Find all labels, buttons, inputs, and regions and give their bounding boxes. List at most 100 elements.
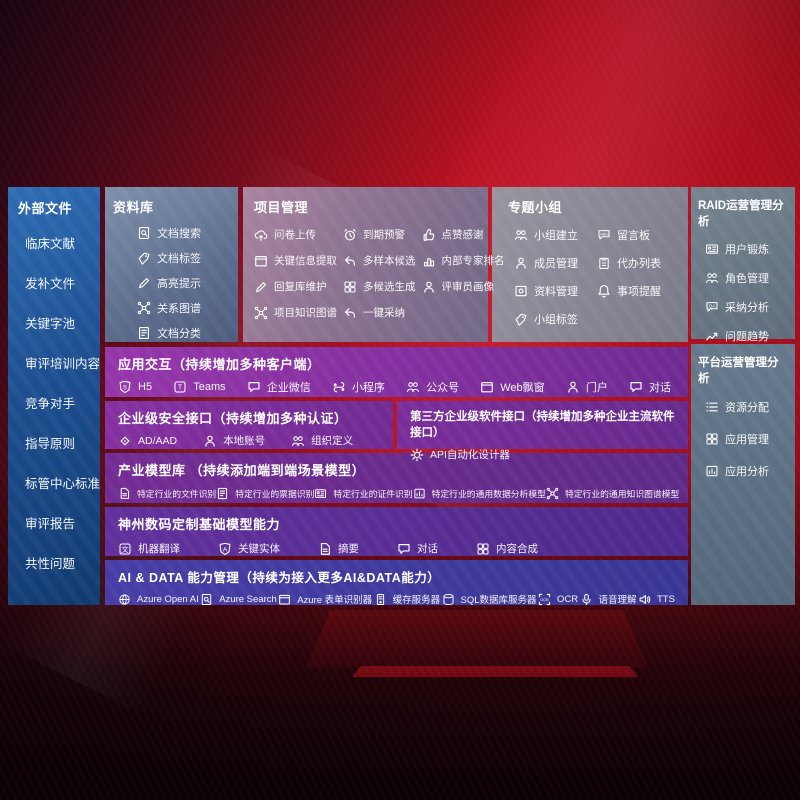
summary-icon <box>318 542 332 556</box>
dialog-icon <box>629 380 643 394</box>
feature-item-highlight: 高亮提示 <box>137 275 230 291</box>
feature-item-key-info-extract: 关键信息提取 <box>254 253 337 268</box>
content-synthesis-icon <box>476 542 490 556</box>
feature-item-miniprogram: 小程序 <box>332 379 385 395</box>
feature-item-dialog: 对话 <box>397 541 438 556</box>
resource-allocation-icon <box>705 400 719 414</box>
thirdparty-software-list: API自动化设计器 <box>410 447 675 462</box>
multi-candidate-gen-icon <box>343 280 357 294</box>
feature-label: 摘要 <box>338 543 359 555</box>
sidebar-item: 共性问题 <box>25 553 92 572</box>
band-base-models: 神州数码定制基础模型能力 机器翻译 关键实体 摘要 对话 内容合成 <box>105 507 688 556</box>
ai-data-list: Azure Open AI Azure Search Azure 表单识别器 缓存服务… <box>118 592 675 606</box>
feature-label: 机器翻译 <box>138 543 180 555</box>
doc-search-icon <box>137 226 151 240</box>
band-title-app-interaction: 应用交互（持续增加多种客户端） <box>118 357 321 372</box>
feature-item-azure-search: Azure Search <box>200 593 277 606</box>
key-info-extract-icon <box>254 254 268 268</box>
feature-item-project-knowledge-graph: 项目知识图谱 <box>254 305 337 320</box>
sidebar-item-label: 发补文件 <box>25 277 76 291</box>
feature-item-ad-aad: AD/AAD <box>118 434 177 448</box>
feature-label: 文档搜索 <box>157 228 201 240</box>
feature-item-user-training: 用户锻炼 <box>705 241 788 257</box>
feature-label: 问卷上传 <box>274 229 316 241</box>
feature-item-reply-lib-maintain: 回复库维护 <box>254 279 337 294</box>
feature-label: 留言板 <box>617 230 650 242</box>
feature-label: 用户锻炼 <box>725 244 769 256</box>
ocr-icon <box>538 593 551 606</box>
cache-server-icon <box>374 593 387 606</box>
panel-data-library: 资料库 文档搜索 文档标签 高亮提示 关系图谱 文档分类 <box>105 187 238 342</box>
feature-label: 项目知识图谱 <box>274 307 337 319</box>
official-account-icon <box>406 380 420 394</box>
feature-item-speech-understanding: 语音理解 <box>580 592 637 606</box>
sidebar-item-label: 临床文献 <box>25 237 76 251</box>
key-entity-icon <box>218 542 232 556</box>
feature-label: 点赞感谢 <box>441 229 484 241</box>
feature-label: 内部专家排名 <box>441 255 505 267</box>
message-board-icon <box>597 228 611 242</box>
feature-item-resource-allocation: 资源分配 <box>705 399 788 415</box>
multi-sample-candidate-icon <box>343 254 357 268</box>
panel-title-special-groups: 专题小组 <box>508 200 563 215</box>
feature-item-ocr: OCR <box>538 593 578 606</box>
due-alert-icon <box>343 228 357 242</box>
feature-item-local-account: 本地账号 <box>203 433 265 448</box>
machine-translation-icon <box>118 542 132 556</box>
feature-label: 多候选生成 <box>363 281 416 293</box>
user-training-icon <box>705 242 719 256</box>
data-analysis-model-icon <box>413 487 426 500</box>
wecom-icon <box>247 380 261 394</box>
feature-item-doc-category: 文档分类 <box>137 325 230 341</box>
feature-item-machine-translation: 机器翻译 <box>118 541 180 556</box>
org-define-icon <box>291 434 305 448</box>
cert-recognition-icon <box>314 487 327 500</box>
todo-list-icon <box>597 256 611 270</box>
feature-label: 成员管理 <box>534 258 578 270</box>
speech-understanding-icon <box>580 593 593 606</box>
feature-label: AD/AAD <box>138 434 178 447</box>
h5-icon <box>118 380 132 394</box>
feature-label: 特定行业的文件识别 <box>137 489 217 499</box>
feature-label: 特定行业的证件识别 <box>333 489 413 499</box>
reminder-icon <box>597 284 611 298</box>
ad-aad-icon <box>118 434 132 448</box>
feature-item-due-alert: 到期预警 <box>343 227 416 242</box>
expert-ranking-icon <box>422 254 436 268</box>
feature-item-group-tag: 小组标签 <box>514 311 593 327</box>
azure-form-icon <box>278 593 291 606</box>
tts-icon <box>638 593 651 606</box>
background-shape-bar <box>352 666 638 677</box>
feature-label: 对话 <box>417 543 438 555</box>
platform-analysis-list: 资源分配 应用管理 应用分析 <box>698 399 788 479</box>
feature-label: Web飘窗 <box>500 382 545 394</box>
sidebar-item-label: 关键字池 <box>25 317 76 331</box>
band-industry-models: 产业模型库 （持续添加端到端场景模型） 特定行业的文件识别 特定行业的票据识别 特定… <box>105 453 688 503</box>
feature-item-multi-sample-candidate: 多样本候选 <box>343 253 416 268</box>
sidebar-item: 标管中心标准 <box>25 473 100 492</box>
feature-item-cert-recognition: 特定行业的证件识别 <box>314 487 413 500</box>
feature-label: 评审员画像 <box>441 281 495 293</box>
feature-label: 本地账号 <box>223 435 266 447</box>
feature-item-tts: TTS <box>638 593 675 606</box>
external-files-list: 临床文献 发补文件 关键字池 审评培训内容 竞争对手 指导原则 标管中心标准 审评报告 共性问题 <box>16 233 100 572</box>
sidebar-item-label: 竞争对手 <box>25 397 76 411</box>
feature-item-key-entity: 关键实体 <box>218 541 280 556</box>
sidebar-item: 临床文献 <box>25 233 92 252</box>
feature-item-azure-form: Azure 表单识别器 <box>278 592 372 606</box>
feature-item-knowledge-graph-model: 特定行业的通用知识图谱模型 <box>546 487 679 500</box>
feature-label: 组织定义 <box>311 435 354 447</box>
data-library-list: 文档搜索 文档标签 高亮提示 关系图谱 文档分类 <box>113 225 230 341</box>
feature-label: Azure Open AI <box>137 593 199 605</box>
feature-item-multi-candidate-gen: 多候选生成 <box>343 279 416 294</box>
relation-graph-icon <box>137 301 151 315</box>
feature-item-receipt-recognition: 特定行业的票据识别 <box>216 487 314 500</box>
sidebar-item: 审评报告 <box>25 513 92 532</box>
panel-title-data-library: 资料库 <box>113 200 154 215</box>
sidebar-item-label: 审评报告 <box>25 517 76 531</box>
feature-item-role-manage: 角色管理 <box>705 270 788 286</box>
feature-item-message-board: 留言板 <box>597 227 676 243</box>
group-tag-icon <box>514 312 528 326</box>
enterprise-security-list: AD/AAD 本地账号 组织定义 <box>118 433 380 448</box>
feature-label: 应用分析 <box>725 466 769 478</box>
